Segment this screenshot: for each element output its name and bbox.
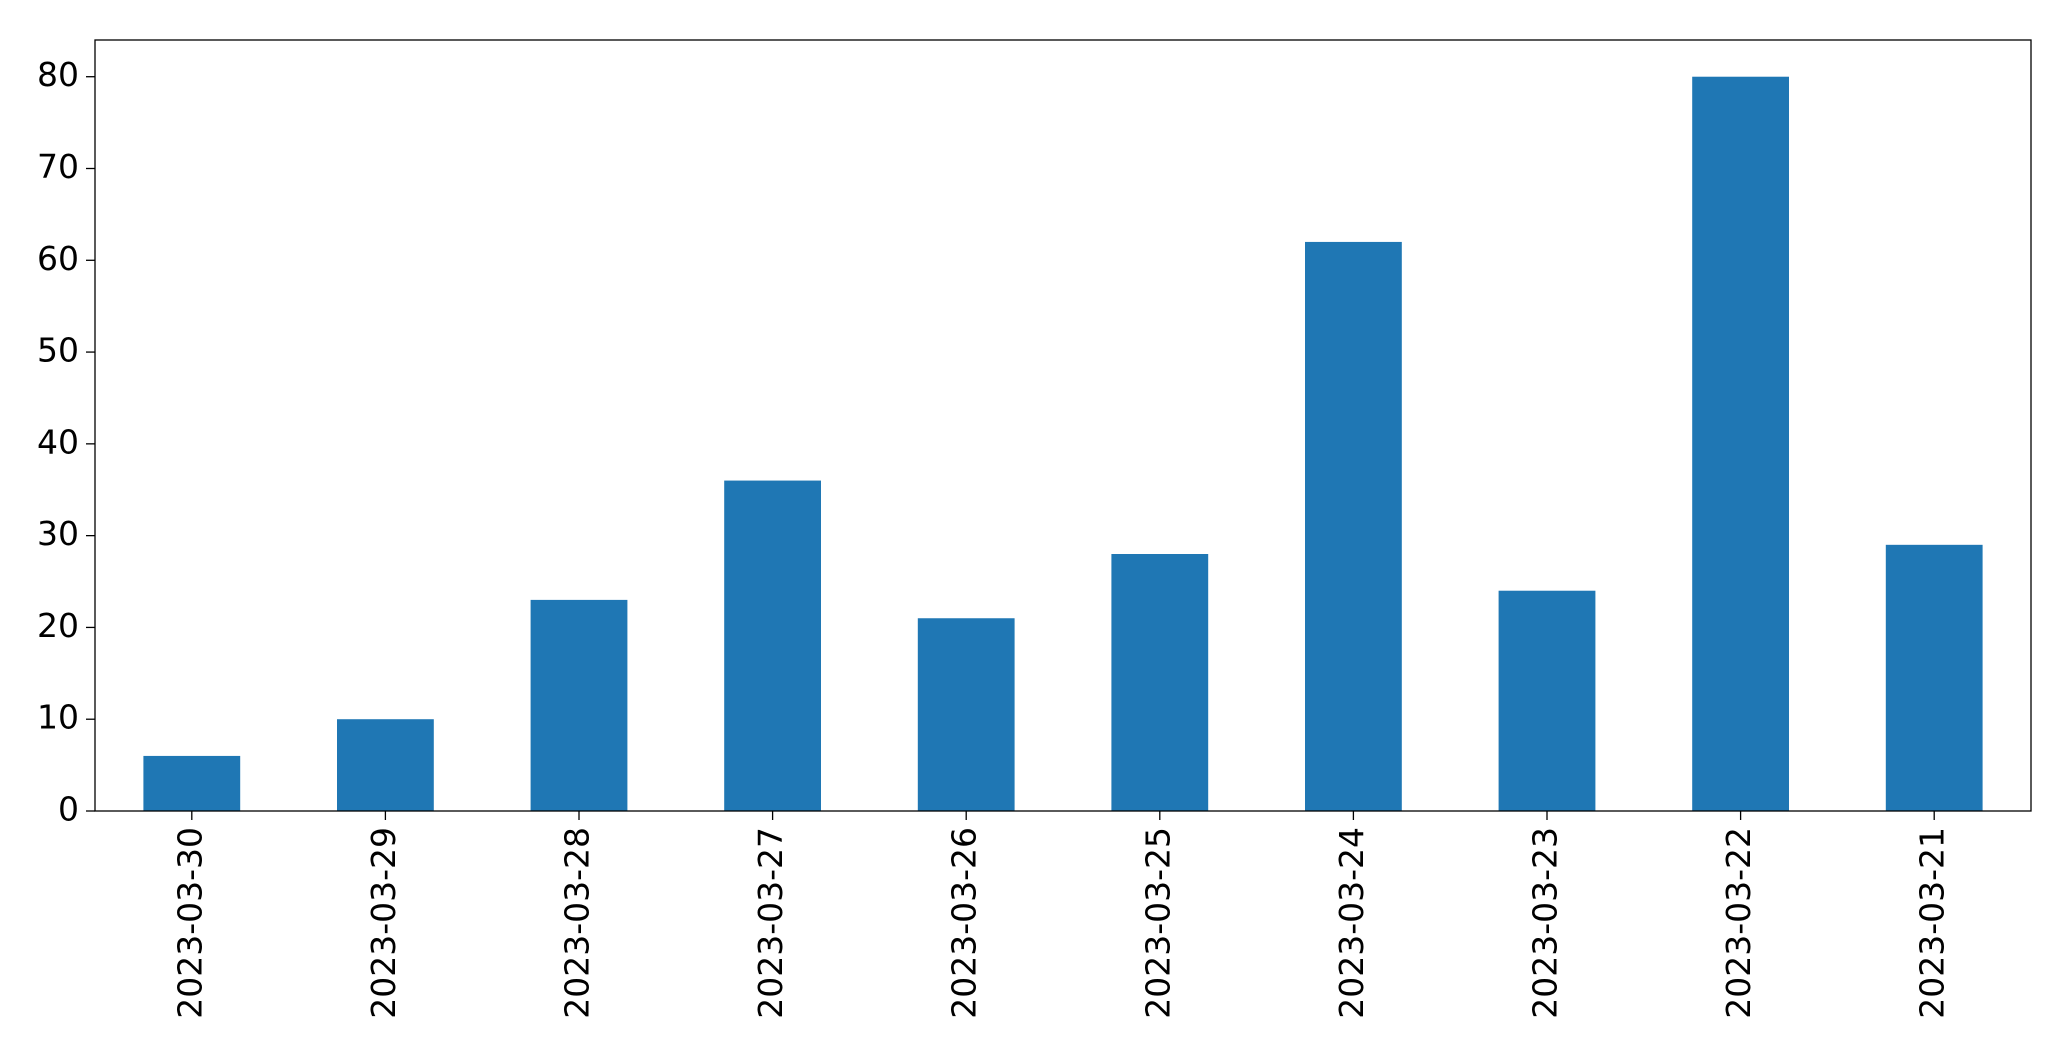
x-tick-label: 2023-03-23: [1526, 827, 1565, 1019]
bar: [724, 480, 821, 811]
y-tick-label: 10: [37, 698, 79, 737]
bar: [1111, 554, 1209, 811]
bar: [143, 755, 241, 811]
y-tick-label: 30: [37, 514, 79, 553]
bar: [1885, 544, 1983, 811]
x-tick-label: 2023-03-29: [364, 827, 403, 1019]
y-tick-label: 20: [37, 606, 79, 645]
x-tick-label: 2023-03-25: [1138, 827, 1177, 1019]
bar: [917, 618, 1015, 811]
x-tick-label: 2023-03-24: [1332, 827, 1371, 1019]
bar: [530, 599, 628, 811]
y-tick-label: 70: [37, 147, 79, 186]
x-tick-label: 2023-03-26: [945, 827, 984, 1019]
bar: [1498, 590, 1596, 811]
bar: [1305, 241, 1402, 811]
y-tick-label: 0: [58, 790, 79, 829]
plot-frame: [94, 39, 2032, 812]
x-tick-label: 2023-03-27: [751, 827, 790, 1019]
y-tick-label: 50: [37, 331, 79, 370]
y-tick-label: 60: [37, 239, 79, 278]
x-tick-label: 2023-03-30: [170, 827, 209, 1019]
bar: [1692, 76, 1789, 811]
x-tick-label: 2023-03-22: [1719, 827, 1758, 1019]
x-tick-label: 2023-03-28: [558, 827, 597, 1019]
bar: [337, 719, 434, 811]
x-tick-label: 2023-03-21: [1913, 827, 1952, 1019]
y-tick-label: 40: [37, 422, 79, 461]
y-tick-label: 80: [37, 55, 79, 94]
